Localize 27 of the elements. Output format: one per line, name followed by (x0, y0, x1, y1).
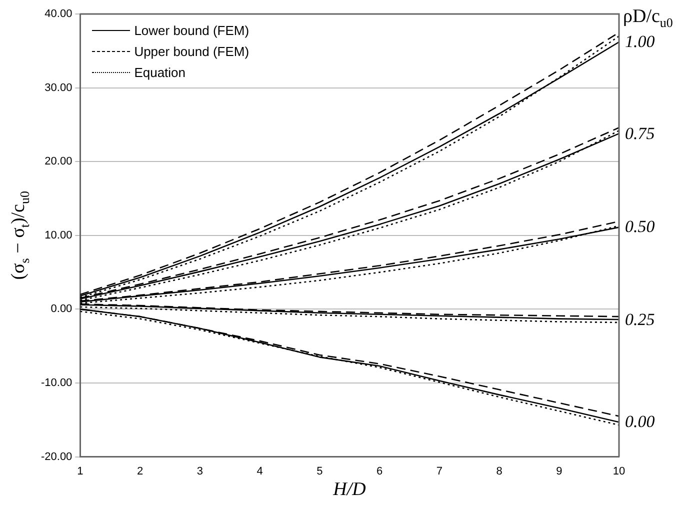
y-tick-label: -10.00 (40, 377, 72, 390)
y-tick-label: -20.00 (40, 450, 72, 463)
text: 1.00 (625, 32, 655, 52)
y-tick-label: 10.00 (44, 229, 72, 242)
x-axis-title: H/D (333, 478, 366, 501)
legend-label: Lower bound (FEM) (134, 23, 250, 38)
x-tick-label: 1 (77, 465, 84, 478)
y-tick-label: 40.00 (44, 8, 72, 20)
x-tick-label: 8 (496, 465, 502, 478)
y-tick-label: 30.00 (44, 82, 72, 94)
text: ρD/c$_{u0}$ (623, 6, 673, 31)
x-tick-label: 5 (316, 465, 323, 478)
text: 0.25 (625, 310, 655, 330)
x-tick-label: 10 (612, 465, 626, 478)
x-tick-label: 9 (556, 465, 562, 478)
x-tick-label: 3 (196, 465, 203, 478)
x-tick-label: 4 (256, 465, 263, 478)
text: 0.50 (625, 217, 655, 238)
legend-label: Upper bound (FEM) (134, 44, 250, 59)
x-tick-label: 2 (136, 465, 144, 478)
x-tick-label: 7 (436, 465, 442, 478)
y-tick-label: 0.00 (50, 303, 72, 316)
x-tick-label: 6 (376, 465, 383, 478)
text: 0.00 (625, 412, 655, 432)
text: 0.75 (625, 124, 655, 144)
y-tick-label: 20.00 (44, 156, 72, 168)
legend-label: Equation (134, 65, 186, 80)
